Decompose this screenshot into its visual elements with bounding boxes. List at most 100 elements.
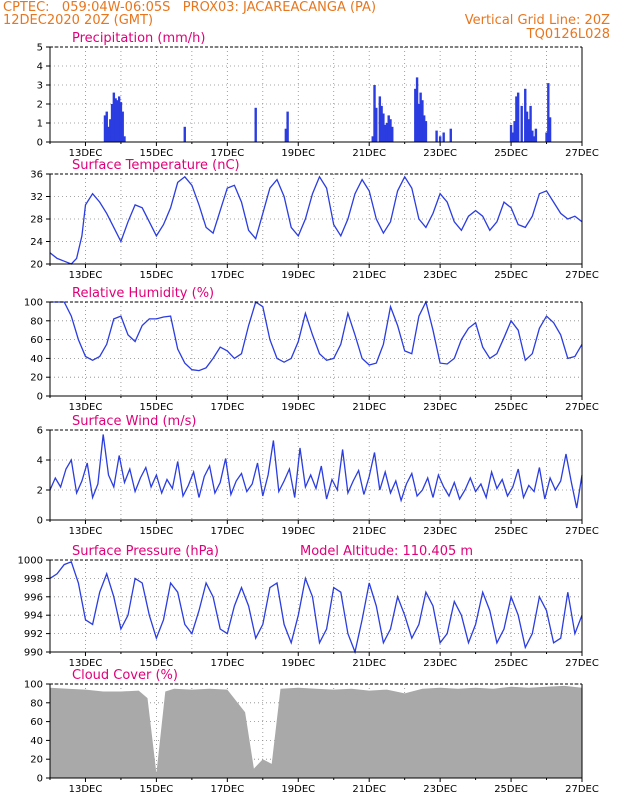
cloud-cover-title: Cloud Cover (%) <box>72 668 178 683</box>
precipitation-bar <box>515 96 518 142</box>
header-grid-note: Vertical Grid Line: 20Z <box>464 13 610 28</box>
cloud-cover-xtick-label: 21DEC <box>352 784 386 795</box>
humidity-xtick-label: 13DEC <box>69 402 103 413</box>
cloud-cover-xtick-label: 17DEC <box>210 784 244 795</box>
precipitation-bar <box>109 119 112 142</box>
precipitation-bar <box>123 136 126 142</box>
precipitation-bar <box>116 100 119 142</box>
precipitation-bar <box>117 96 121 142</box>
precipitation-bar <box>419 92 422 142</box>
cloud-cover-ytick-label: 60 <box>30 717 43 728</box>
temperature-xtick-label: 21DEC <box>352 270 386 281</box>
precipitation-bar <box>529 105 532 142</box>
temperature-ytick-label: 24 <box>30 237 43 248</box>
precipitation-bar <box>527 119 530 142</box>
pressure-subtitle: Model Altitude: 110.405 m <box>300 544 473 559</box>
precipitation-bar <box>547 83 550 142</box>
precipitation-bar <box>385 123 389 142</box>
wind-ytick-label: 2 <box>37 486 43 497</box>
pressure-series-line <box>49 560 583 655</box>
humidity-ytick-label: 0 <box>37 392 43 403</box>
precipitation-bar <box>121 111 124 142</box>
humidity-xtick-label: 19DEC <box>281 402 315 413</box>
cloud-cover-xtick-label: 15DEC <box>140 784 174 795</box>
precipitation-ytick-label: 3 <box>37 81 43 92</box>
precipitation-bar <box>284 128 288 142</box>
precipitation-xtick-label: 21DEC <box>352 148 386 159</box>
wind-ytick-label: 0 <box>37 516 43 527</box>
wind-xtick-label: 19DEC <box>281 526 315 537</box>
pressure-xtick-label: 25DEC <box>494 658 528 669</box>
precipitation-bar <box>422 115 426 142</box>
precipitation-bar <box>391 126 394 142</box>
wind-xtick-label: 13DEC <box>69 526 103 537</box>
pressure-ytick-label: 996 <box>24 592 43 603</box>
precipitation-ytick-label: 1 <box>37 119 43 130</box>
precipitation-bar <box>183 126 186 142</box>
precipitation-bar <box>516 92 520 142</box>
wind-xtick-label: 27DEC <box>565 526 599 537</box>
precipitation-bar <box>387 115 390 142</box>
pressure-ytick-label: 992 <box>24 629 43 640</box>
cloud-cover-xtick-label: 19DEC <box>281 784 315 795</box>
precipitation-xtick-label: 13DEC <box>69 148 103 159</box>
precipitation-bar <box>286 111 289 142</box>
pressure-xtick-label: 19DEC <box>281 658 315 669</box>
temperature-ytick-label: 20 <box>30 260 43 271</box>
precipitation-ytick-label: 0 <box>37 138 43 149</box>
wind-series-line <box>49 434 583 509</box>
precipitation-bar <box>373 85 376 142</box>
humidity-ytick-label: 100 <box>24 298 43 309</box>
cloud-cover-ytick-label: 40 <box>30 736 43 747</box>
cloud-cover-ytick-label: 20 <box>30 755 43 766</box>
temperature-xtick-label: 19DEC <box>281 270 315 281</box>
precipitation-bar <box>424 121 428 142</box>
cloud-cover-ytick-label: 100 <box>24 680 43 691</box>
pressure-ytick-label: 1000 <box>18 556 43 567</box>
precipitation-bar <box>378 96 382 142</box>
humidity-ytick-label: 20 <box>30 373 43 384</box>
cloud-cover-ytick-label: 0 <box>37 774 43 785</box>
precipitation-xtick-label: 25DEC <box>494 148 528 159</box>
wind-xtick-label: 21DEC <box>352 526 386 537</box>
precipitation-xtick-label: 15DEC <box>140 148 174 159</box>
humidity-xtick-label: 25DEC <box>494 402 528 413</box>
precipitation-bar <box>414 88 417 142</box>
precipitation-bar <box>103 115 107 142</box>
precipitation-bar <box>545 132 548 142</box>
precipitation-bar <box>375 107 378 142</box>
precipitation-ytick-label: 5 <box>37 43 43 54</box>
pressure-xtick-label: 21DEC <box>352 658 386 669</box>
humidity-xtick-label: 21DEC <box>352 402 386 413</box>
precipitation-xtick-label: 23DEC <box>423 148 457 159</box>
precipitation-bar <box>520 105 523 142</box>
cloud-cover-xtick-label: 23DEC <box>423 784 457 795</box>
precipitation-bar <box>421 100 424 142</box>
precipitation-bar <box>110 104 114 142</box>
precipitation-bar <box>380 105 383 142</box>
pressure-ytick-label: 990 <box>24 648 43 659</box>
humidity-ytick-label: 80 <box>30 316 43 327</box>
precipitation-xtick-label: 19DEC <box>281 148 315 159</box>
humidity-xtick-label: 27DEC <box>565 402 599 413</box>
header-date: 12DEC2020 20Z (GMT) <box>3 13 154 28</box>
precipitation-bar <box>114 98 117 142</box>
pressure-xtick-label: 15DEC <box>140 658 174 669</box>
precipitation-bar <box>112 92 116 142</box>
cloud-cover-area <box>50 685 582 778</box>
precipitation-bar <box>382 113 385 142</box>
humidity-xtick-label: 15DEC <box>140 402 174 413</box>
precipitation-bar <box>513 121 516 142</box>
precipitation-ytick-label: 2 <box>37 100 43 111</box>
precipitation-xtick-label: 27DEC <box>565 148 599 159</box>
temperature-ytick-label: 28 <box>30 215 43 226</box>
wind-title: Surface Wind (m/s) <box>72 414 196 429</box>
wind-xtick-label: 23DEC <box>423 526 457 537</box>
precipitation-bar <box>435 130 438 142</box>
precipitation-xtick-label: 17DEC <box>210 148 244 159</box>
precipitation-bar <box>524 88 527 142</box>
precipitation-bar <box>531 130 534 142</box>
pressure-xtick-label: 17DEC <box>210 658 244 669</box>
temperature-xtick-label: 17DEC <box>210 270 244 281</box>
